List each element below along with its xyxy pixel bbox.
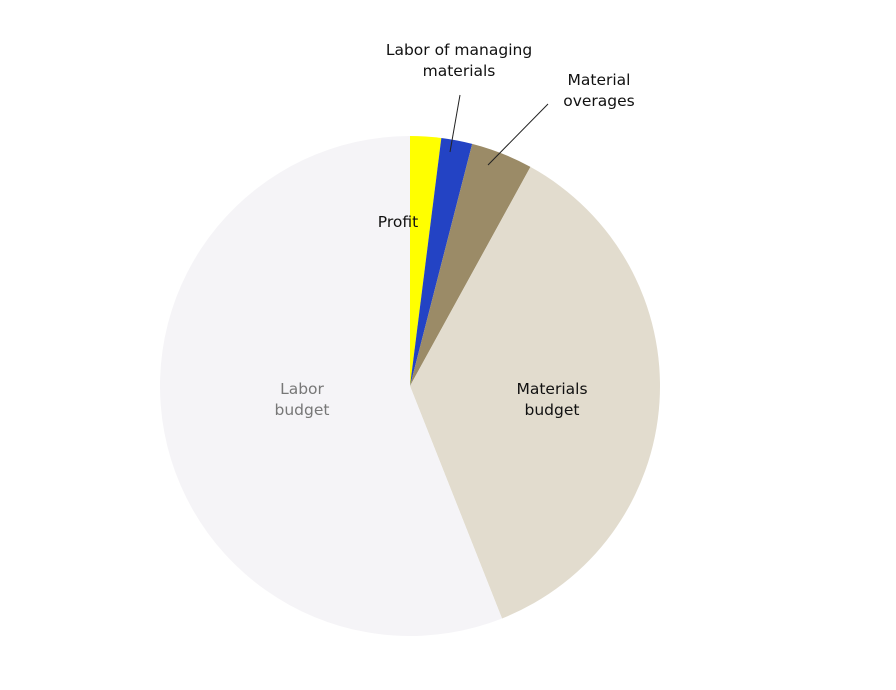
pie-slice-profit <box>410 136 442 386</box>
pie-slices <box>160 136 660 636</box>
leader-lines <box>449 94 549 166</box>
leader-line-labor-of-managing-materials <box>449 94 461 153</box>
pie-slice-labor-of-managing-materials <box>410 137 473 386</box>
slice-label-labor-budget: Labor budget <box>275 380 330 419</box>
slice-label-labor-of-managing-materials: Labor of managing materials <box>386 41 532 80</box>
pie-slice-labor-budget <box>160 136 503 636</box>
slice-label-materials-budget: Materials budget <box>516 380 587 419</box>
slice-label-material-overages: Material overages <box>563 71 635 110</box>
pie-slice-materials-budget <box>410 166 660 619</box>
leader-line-material-overages <box>487 103 549 166</box>
slice-labels: Profit Labor of managing materials Material… <box>275 41 635 419</box>
pie-slice-material-overages <box>410 143 531 386</box>
slice-label-profit: Profit <box>378 213 418 231</box>
